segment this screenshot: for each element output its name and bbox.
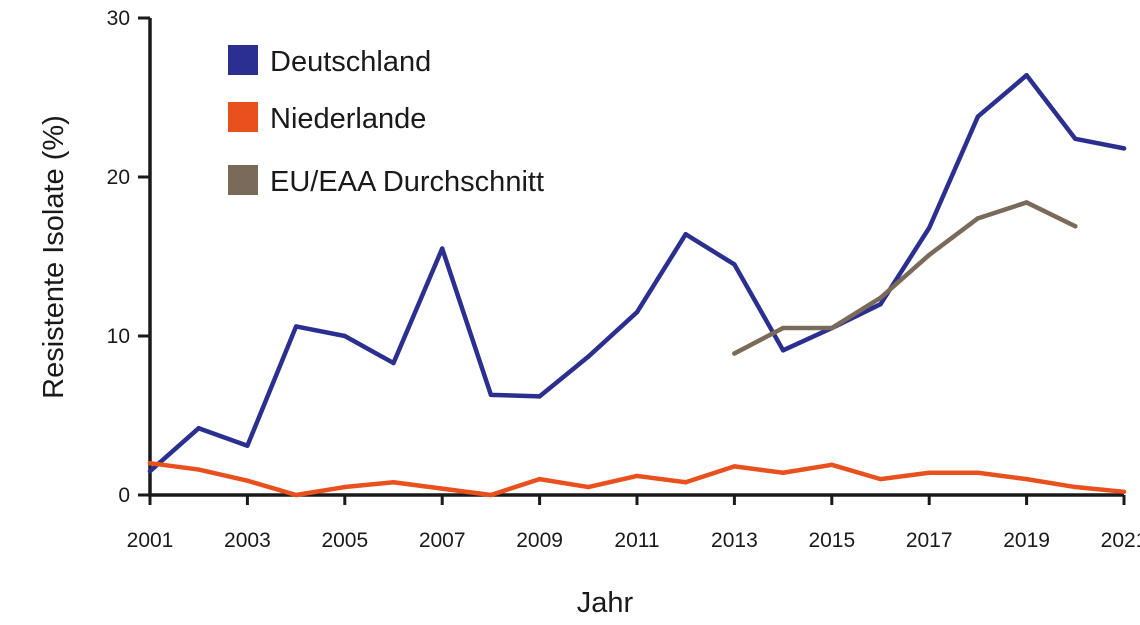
y-axis-title: Resistente Isolate (%) xyxy=(38,115,70,399)
data-point xyxy=(293,492,299,498)
x-tick-label: 2015 xyxy=(808,529,855,552)
data-point xyxy=(196,467,201,472)
data-point xyxy=(683,232,688,237)
data-point xyxy=(1024,476,1029,482)
data-point xyxy=(488,492,494,498)
data-point xyxy=(1073,484,1078,490)
data-point xyxy=(440,486,445,491)
series-line-2 xyxy=(732,200,1078,356)
legend-swatch xyxy=(228,45,258,75)
legend-label: Niederlande xyxy=(270,103,426,135)
data-point xyxy=(878,476,883,482)
axis-lines xyxy=(148,18,1124,497)
data-point xyxy=(1121,146,1127,151)
data-point xyxy=(927,225,932,231)
data-point xyxy=(196,426,201,431)
data-point xyxy=(878,295,883,301)
legend-label: Deutschland xyxy=(270,46,431,78)
data-point xyxy=(878,302,883,307)
data-point xyxy=(780,325,786,331)
x-tick-label: 2017 xyxy=(906,529,953,552)
data-point xyxy=(732,464,737,469)
data-point xyxy=(440,246,445,251)
data-point xyxy=(147,468,153,474)
data-point xyxy=(975,114,981,119)
data-point xyxy=(245,443,250,448)
x-tick-label: 2007 xyxy=(419,529,466,552)
data-point xyxy=(634,473,640,479)
data-point xyxy=(975,470,981,475)
x-tick-label: 2013 xyxy=(711,529,758,552)
y-tick-label: 10 xyxy=(107,325,130,348)
data-point xyxy=(537,476,542,482)
data-point xyxy=(1073,224,1078,229)
x-tick-label: 2011 xyxy=(614,529,659,552)
axes: 2001 2003 2005 2007 2009 2011 2013 2015 2017 2019… xyxy=(107,7,1140,552)
data-point xyxy=(975,216,981,221)
data-point xyxy=(1024,200,1029,205)
data-point xyxy=(732,262,737,267)
x-tick-label: 2001 xyxy=(127,529,174,552)
series-lines xyxy=(147,72,1127,498)
data-point xyxy=(683,480,688,485)
data-point xyxy=(732,351,737,356)
legend-swatch xyxy=(228,165,258,195)
data-point xyxy=(245,478,250,483)
data-point xyxy=(147,461,153,466)
data-point xyxy=(342,333,347,339)
data-point xyxy=(391,480,396,485)
data-point xyxy=(780,470,786,475)
data-point xyxy=(293,324,299,329)
data-point xyxy=(829,325,834,331)
legend-swatch xyxy=(228,102,258,132)
x-tick-label: 2021 xyxy=(1101,529,1140,552)
data-point xyxy=(488,392,494,398)
data-point xyxy=(1073,136,1078,142)
data-point xyxy=(927,252,932,258)
x-tick-label: 2009 xyxy=(516,529,563,552)
data-point xyxy=(829,462,834,467)
legend-label: EU/EAA Durchschnitt xyxy=(270,166,544,198)
series-line-1 xyxy=(147,460,1127,498)
x-tick-label: 2005 xyxy=(321,529,368,552)
legend: Deutschland Niederlande EU/EAA Durchschnit… xyxy=(228,45,544,198)
data-point xyxy=(1024,73,1029,78)
x-tick-label: 2003 xyxy=(224,529,271,552)
data-point xyxy=(586,354,591,359)
y-tick-label: 0 xyxy=(118,484,130,507)
data-point xyxy=(927,470,932,475)
data-point xyxy=(634,309,640,315)
x-tick-label: 2019 xyxy=(1003,529,1050,552)
data-point xyxy=(1121,489,1127,495)
data-point xyxy=(780,348,786,353)
data-point xyxy=(537,394,542,399)
y-tick-label: 30 xyxy=(107,7,130,30)
x-axis-title: Jahr xyxy=(577,587,634,619)
y-tick-label: 20 xyxy=(107,166,130,189)
data-point xyxy=(586,484,591,490)
data-point xyxy=(391,360,396,366)
data-point xyxy=(342,484,347,490)
